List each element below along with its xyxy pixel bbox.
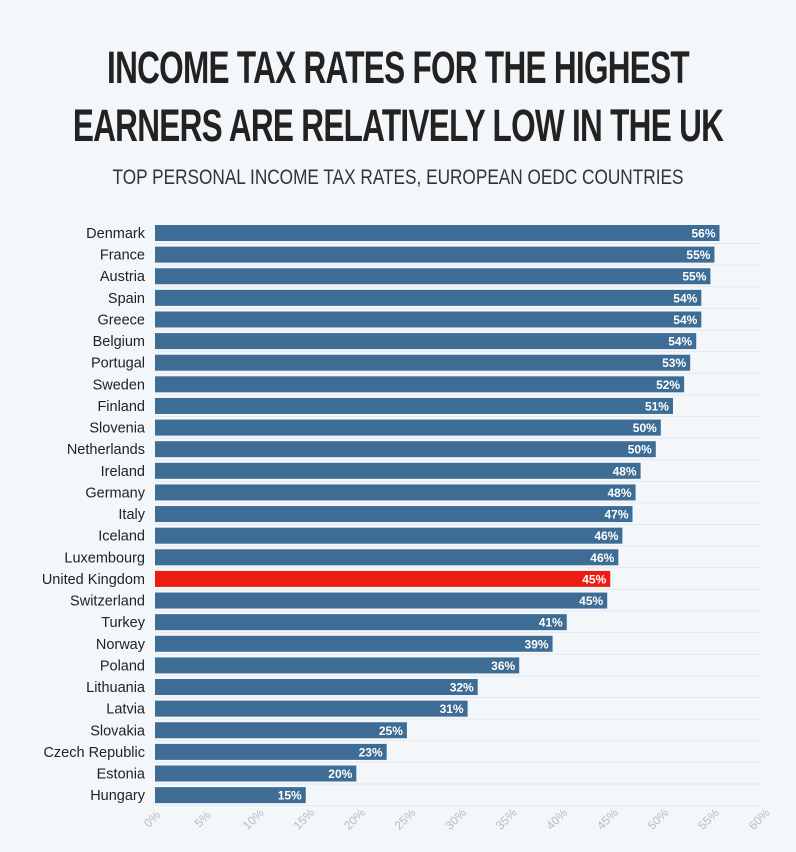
bar-luxembourg (155, 549, 619, 566)
category-label: Spain (108, 291, 145, 307)
category-label: Austria (100, 269, 146, 285)
category-label: Switzerland (70, 594, 145, 610)
data-label: 20% (328, 767, 352, 781)
x-tick-label: 10% (240, 806, 267, 833)
bar-estonia (155, 765, 357, 782)
data-label: 51% (645, 399, 669, 413)
bar-sweden (155, 376, 685, 393)
bar-belgium (155, 333, 697, 350)
data-label: 48% (613, 464, 637, 478)
data-label: 25% (379, 724, 403, 738)
category-label: Poland (100, 658, 145, 674)
data-label: 32% (450, 681, 474, 695)
bar-latvia (155, 700, 468, 717)
bar-ireland (155, 462, 641, 479)
bar-france (155, 246, 715, 263)
data-label: 47% (604, 508, 628, 522)
bar-switzerland (155, 592, 608, 609)
x-tick-label: 15% (290, 806, 317, 833)
data-label: 54% (668, 335, 692, 349)
bar-hungary (155, 787, 306, 804)
x-tick-label: 25% (392, 806, 419, 833)
category-label: United Kingdom (42, 572, 145, 588)
category-label: Denmark (86, 226, 146, 242)
bar-denmark (155, 225, 720, 241)
x-tick-label: 0% (141, 808, 163, 830)
data-label: 46% (590, 551, 614, 565)
bar-finland (155, 397, 673, 414)
bar-poland (155, 657, 520, 674)
category-label: Slovenia (89, 421, 146, 437)
bar-lithuania (155, 679, 478, 696)
category-label: Estonia (97, 767, 146, 783)
category-label: Iceland (98, 529, 145, 545)
x-tick-label: 5% (192, 808, 214, 830)
bar-germany (155, 484, 636, 501)
x-tick-label: 60% (746, 806, 773, 833)
data-label: 52% (656, 378, 680, 392)
bar-turkey (155, 614, 567, 631)
data-label: 55% (686, 248, 710, 262)
x-tick-label: 45% (594, 806, 621, 833)
bar-iceland (155, 527, 623, 544)
bar-portugal (155, 354, 691, 371)
title-line-1: INCOME TAX RATES FOR THE HIGHEST (107, 42, 690, 93)
bar-netherlands (155, 441, 656, 458)
data-label: 54% (673, 313, 697, 327)
data-label: 55% (682, 270, 706, 284)
category-label: Netherlands (67, 442, 145, 458)
data-label: 23% (359, 745, 383, 759)
category-label: France (100, 248, 145, 264)
x-tick-label: 55% (695, 806, 722, 833)
bar-austria (155, 268, 711, 285)
data-label: 31% (440, 702, 464, 716)
category-label: Sweden (93, 377, 145, 393)
bar-slovenia (155, 419, 661, 436)
category-label: Lithuania (86, 680, 146, 696)
category-label: Slovakia (90, 723, 146, 739)
bar-united-kingdom (155, 570, 611, 587)
x-tick-label: 35% (493, 806, 520, 833)
bar-greece (155, 311, 702, 328)
category-label: Norway (96, 637, 146, 653)
category-label: Germany (85, 485, 145, 501)
x-tick-label: 30% (442, 806, 469, 833)
data-label: 15% (278, 789, 302, 803)
bar-norway (155, 635, 553, 652)
data-label: 54% (673, 291, 697, 305)
category-label: Greece (97, 312, 145, 328)
category-label: Italy (118, 507, 145, 523)
data-label: 48% (608, 486, 632, 500)
category-label: Czech Republic (43, 745, 145, 761)
title-line-2: EARNERS ARE RELATIVELY LOW IN THE UK (72, 100, 724, 151)
category-label: Ireland (101, 464, 145, 480)
data-label: 45% (582, 572, 606, 586)
category-label: Finland (97, 399, 145, 415)
data-label: 41% (539, 616, 563, 630)
category-label: Hungary (90, 788, 146, 804)
data-label: 56% (691, 227, 715, 241)
bar-italy (155, 506, 633, 523)
data-label: 36% (491, 659, 515, 673)
x-tick-label: 50% (645, 806, 672, 833)
category-label: Turkey (101, 615, 146, 631)
data-label: 50% (628, 443, 652, 457)
data-label: 39% (525, 637, 549, 651)
chart-subtitle: TOP PERSONAL INCOME TAX RATES, EUROPEAN … (112, 166, 684, 189)
bar-czech-republic (155, 743, 387, 760)
category-label: Belgium (93, 334, 145, 350)
bar-slovakia (155, 722, 407, 739)
data-label: 45% (579, 594, 603, 608)
data-label: 53% (662, 356, 686, 370)
data-label: 46% (594, 529, 618, 543)
category-label: Latvia (106, 702, 146, 718)
x-tick-label: 20% (341, 806, 368, 833)
category-label: Luxembourg (64, 550, 145, 566)
category-label: Portugal (91, 356, 145, 372)
x-tick-label: 40% (543, 806, 570, 833)
bar-spain (155, 289, 702, 306)
data-label: 50% (633, 421, 657, 435)
